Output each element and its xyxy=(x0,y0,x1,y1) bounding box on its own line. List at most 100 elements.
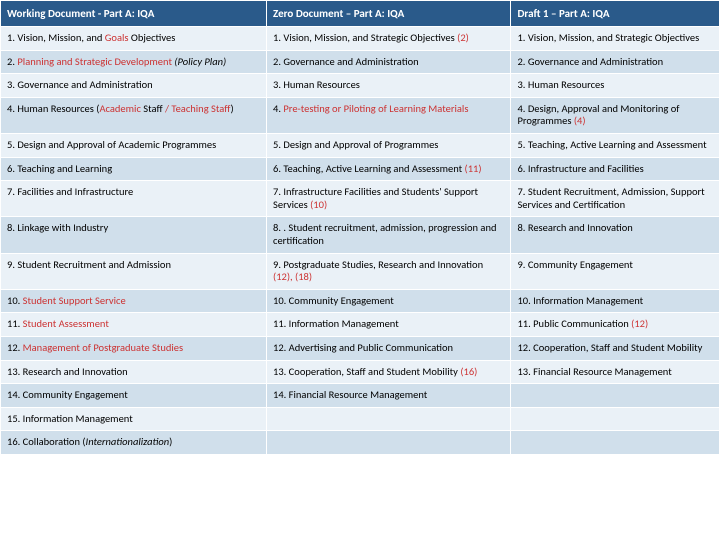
table-cell: 7. Student Recruitment, Admission, Suppo… xyxy=(511,181,720,217)
table-cell xyxy=(511,407,720,431)
table-cell: 13. Financial Resource Management xyxy=(511,360,720,384)
table-row: 5. Design and Approval of Academic Progr… xyxy=(1,133,720,157)
table-header-row: Working Document - Part A: IQA Zero Docu… xyxy=(1,1,720,27)
text-segment: 6. Teaching, Active Learning and Assessm… xyxy=(273,162,465,175)
table-cell: 6. Infrastructure and Facilities xyxy=(511,157,720,181)
table-row: 14. Community Engagement14. Financial Re… xyxy=(1,384,720,408)
table-cell: 9. Community Engagement xyxy=(511,253,720,289)
table-cell: 12. Management of Postgraduate Studies xyxy=(1,336,267,360)
text-segment: Internationalization xyxy=(86,435,170,448)
text-segment: 11. Information Management xyxy=(273,317,399,330)
table-cell: 8. . Student recruitment, admission, pro… xyxy=(267,217,511,253)
text-segment: Objectives xyxy=(131,31,175,44)
table-cell: 5. Design and Approval of Academic Progr… xyxy=(1,133,267,157)
table-row: 11. Student Assessment 11. Information Ma… xyxy=(1,313,720,337)
text-segment: 10. Information Management xyxy=(517,294,643,307)
col-header-working: Working Document - Part A: IQA xyxy=(1,1,267,27)
table-cell: 13. Cooperation, Staff and Student Mobil… xyxy=(267,360,511,384)
text-segment: (4) xyxy=(574,114,586,127)
text-segment: 7. Facilities and Infrastructure xyxy=(7,185,133,198)
table-cell: 3. Governance and Administration xyxy=(1,74,267,98)
col-header-draft1: Draft 1 – Part A: IQA xyxy=(511,1,720,27)
table-row: 4. Human Resources (Academic Staff / Tea… xyxy=(1,97,720,133)
table-cell: 8. Research and Innovation xyxy=(511,217,720,253)
table-cell: 2. Governance and Administration xyxy=(267,50,511,74)
table-row: 7. Facilities and Infrastructure 7. Infra… xyxy=(1,181,720,217)
text-segment: 2. Governance and Administration xyxy=(517,55,663,68)
table-row: 6. Teaching and Learning 6. Teaching, Act… xyxy=(1,157,720,181)
text-segment: Goals xyxy=(105,31,131,44)
text-segment: 12. Cooperation, Staff and Student Mobil… xyxy=(517,341,702,354)
table-row: 10. Student Support Service10. Community… xyxy=(1,289,720,313)
text-segment: (16) xyxy=(460,365,477,378)
table-cell xyxy=(511,431,720,455)
text-segment: Student Support Service xyxy=(23,294,126,307)
table-cell: 7. Facilities and Infrastructure xyxy=(1,181,267,217)
text-segment: 8. Linkage with Industry xyxy=(7,221,108,234)
table-cell: 4. Human Resources (Academic Staff / Tea… xyxy=(1,97,267,133)
text-segment: 13. Financial Resource Management xyxy=(517,365,671,378)
table-cell: 13. Research and Innovation xyxy=(1,360,267,384)
text-segment: Planning and Strategic Development xyxy=(17,55,174,68)
table-cell: 2. Governance and Administration xyxy=(511,50,720,74)
text-segment: 12. Advertising and Public Communication xyxy=(273,341,453,354)
text-segment: ) xyxy=(230,102,233,115)
table-body: 1. Vision, Mission, and Goals Objectives… xyxy=(1,27,720,455)
text-segment: 7. Student Recruitment, Admission, Suppo… xyxy=(517,185,704,211)
table-cell: 8. Linkage with Industry xyxy=(1,217,267,253)
table-cell: 2. Planning and Strategic Development (P… xyxy=(1,50,267,74)
text-segment: 9. Postgraduate Studies, Research and In… xyxy=(273,258,483,271)
table-cell: 3. Human Resources xyxy=(267,74,511,98)
text-segment: 11. Public Communication xyxy=(517,317,631,330)
table-cell: 10. Information Management xyxy=(511,289,720,313)
table-cell: 10. Student Support Service xyxy=(1,289,267,313)
text-segment: 4. xyxy=(273,102,283,115)
table-cell: 7. Infrastructure Facilities and Student… xyxy=(267,181,511,217)
table-cell xyxy=(511,384,720,408)
table-cell: 5. Design and Approval of Programmes xyxy=(267,133,511,157)
text-segment: Pre-testing or Piloting of Learning Mate… xyxy=(283,102,468,115)
text-segment: 5. Design and Approval of Academic Progr… xyxy=(7,138,216,151)
table-cell: 1. Vision, Mission, and Goals Objectives xyxy=(1,27,267,51)
text-segment: ) xyxy=(169,435,172,448)
table-row: 15. Information Management xyxy=(1,407,720,431)
text-segment: 3. Human Resources xyxy=(517,78,604,91)
table-cell: 11. Student Assessment xyxy=(1,313,267,337)
table-cell xyxy=(267,407,511,431)
table-cell: 11. Public Communication (12) xyxy=(511,313,720,337)
table-row: 3. Governance and Administration 3. Human… xyxy=(1,74,720,98)
table-cell xyxy=(267,431,511,455)
text-segment: 2. Governance and Administration xyxy=(273,55,419,68)
table-row: 1. Vision, Mission, and Goals Objectives… xyxy=(1,27,720,51)
table-row: 12. Management of Postgraduate Studies12… xyxy=(1,336,720,360)
text-segment: 6. Infrastructure and Facilities xyxy=(517,162,643,175)
table-cell: 14. Financial Resource Management xyxy=(267,384,511,408)
table-cell: 9. Student Recruitment and Admission xyxy=(1,253,267,289)
table-cell: 12. Advertising and Public Communication xyxy=(267,336,511,360)
text-segment: 11. xyxy=(7,317,23,330)
text-segment: 14. Financial Resource Management xyxy=(273,388,427,401)
text-segment: (Policy Plan) xyxy=(174,55,226,68)
table-cell: 16. Collaboration (Internationalization) xyxy=(1,431,267,455)
text-segment: 5. Teaching, Active Learning and Assessm… xyxy=(517,138,706,151)
text-segment: / Teaching Staff xyxy=(165,102,231,115)
text-segment: Staff xyxy=(143,102,165,115)
text-segment: (10) xyxy=(310,198,327,211)
table-cell: 12. Cooperation, Staff and Student Mobil… xyxy=(511,336,720,360)
table-cell: 10. Community Engagement xyxy=(267,289,511,313)
table-cell: 1. Vision, Mission, and Strategic Object… xyxy=(511,27,720,51)
text-segment: 9. Community Engagement xyxy=(517,258,632,271)
text-segment: 4. Design, Approval and Monitoring of Pr… xyxy=(517,102,679,128)
table-row: 9. Student Recruitment and Admission 9. P… xyxy=(1,253,720,289)
text-segment: 8. . Student recruitment, admission, pro… xyxy=(273,221,496,247)
text-segment: 10. xyxy=(7,294,23,307)
text-segment: (11) xyxy=(465,162,482,175)
text-segment: Academic xyxy=(99,102,143,115)
table-cell: 15. Information Management xyxy=(1,407,267,431)
table-cell: 9. Postgraduate Studies, Research and In… xyxy=(267,253,511,289)
table-cell: 6. Teaching and Learning xyxy=(1,157,267,181)
text-segment: Management of Postgraduate Studies xyxy=(23,341,183,354)
text-segment: 3. Governance and Administration xyxy=(7,78,153,91)
text-segment: 4. Human Resources ( xyxy=(7,102,99,115)
text-segment: 12. xyxy=(7,341,23,354)
